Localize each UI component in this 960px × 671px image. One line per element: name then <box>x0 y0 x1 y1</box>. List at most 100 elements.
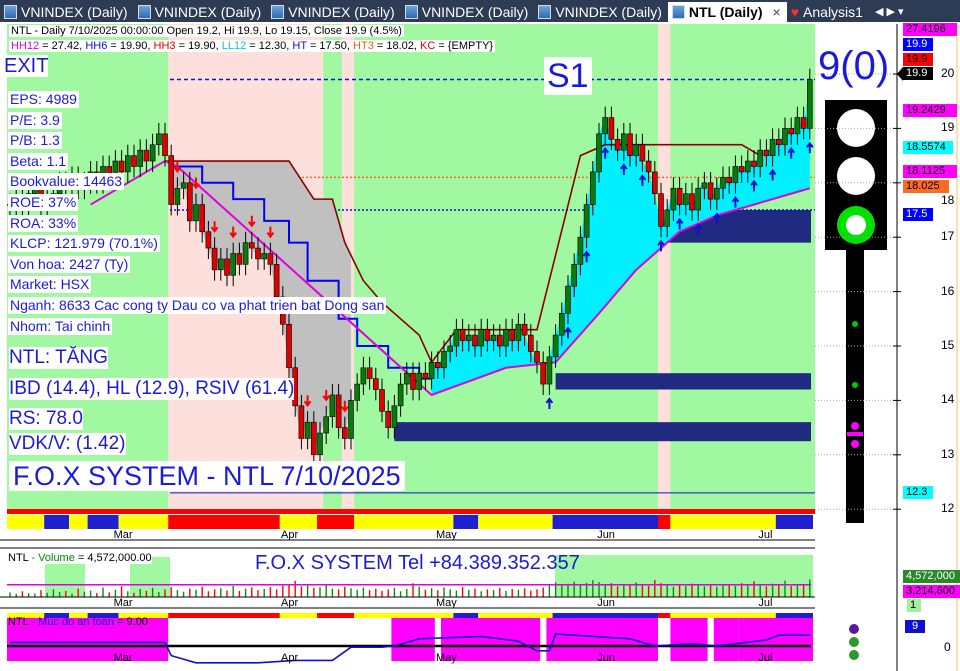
support-zone <box>394 422 811 442</box>
tab-analysis1[interactable]: ♥ Analysis1 <box>787 2 869 22</box>
candle <box>540 362 547 385</box>
candle <box>465 334 472 341</box>
candle <box>664 209 671 227</box>
pole-dot <box>851 422 859 430</box>
status-segment <box>87 515 119 529</box>
tab-vnindex-2[interactable]: VNINDEX (Daily) <box>134 2 268 22</box>
chart-icon <box>271 5 285 19</box>
candle <box>775 138 782 146</box>
candle <box>255 247 261 260</box>
close-tab-icon[interactable]: × <box>772 4 781 20</box>
status-segment <box>658 515 671 529</box>
candle <box>726 177 733 184</box>
candle <box>682 193 689 205</box>
buy-arrow-icon <box>787 147 795 159</box>
candle <box>707 182 714 200</box>
status-segment <box>670 515 776 529</box>
candle <box>379 389 385 412</box>
tab-vnindex-3[interactable]: VNINDEX (Daily) <box>267 2 401 22</box>
tab-label: VNINDEX (Daily) <box>154 4 262 20</box>
candle <box>162 133 168 156</box>
chart-icon <box>137 5 151 19</box>
param-value: = 18.02, <box>373 40 421 52</box>
candle <box>763 149 770 156</box>
price-tag: 18.5574 <box>903 141 953 154</box>
candle <box>589 171 596 205</box>
tab-vnindex-5[interactable]: VNINDEX (Daily) <box>534 2 668 22</box>
tab-vnindex-4[interactable]: VNINDEX (Daily) <box>401 2 535 22</box>
price-tick-label: 15 <box>941 338 955 352</box>
candle <box>441 351 447 369</box>
candle <box>403 372 410 385</box>
safety-strip-segment <box>670 613 776 618</box>
tel-label: F.O.X SYSTEM Tel +84.389.352.357 <box>255 552 580 574</box>
safety-strip-segment <box>552 613 658 618</box>
price-tick-label: 12 <box>941 501 955 516</box>
status-segment <box>7 515 45 529</box>
volume-bull-bg <box>555 555 813 597</box>
status-segment <box>354 515 454 529</box>
candle <box>627 133 633 156</box>
candle <box>614 138 621 151</box>
exit-label: EXIT <box>4 55 49 77</box>
score-label: 9(0) <box>818 44 890 88</box>
candle <box>503 329 509 347</box>
tab-ntl[interactable]: NTL (Daily) × <box>667 2 787 22</box>
safety-strip-segment <box>354 613 454 618</box>
candle <box>571 264 578 287</box>
price-tag: 19.2429 <box>903 104 957 117</box>
safety-strip-segment <box>317 613 355 618</box>
pole-dot <box>852 321 858 327</box>
chart-icon <box>4 5 17 19</box>
fundamental-item: Nhom: Tai chinh <box>8 317 113 335</box>
tab-vnindex-1[interactable]: VNINDEX (Daily) <box>0 2 134 22</box>
sell-arrow-icon <box>192 177 200 190</box>
candle <box>651 171 658 194</box>
status-segment <box>552 515 658 529</box>
candle <box>304 421 311 439</box>
month-label: Apr <box>281 652 299 664</box>
safety-line <box>10 633 810 664</box>
safety-tick: 0 <box>944 640 951 654</box>
candle <box>261 253 268 260</box>
candle <box>366 367 373 379</box>
status-segment <box>317 515 355 529</box>
tab-scroll-arrows[interactable]: ◀ ▶ ▾ <box>874 5 904 18</box>
candle <box>341 427 348 439</box>
buy-arrow-icon <box>694 223 702 235</box>
safety-strip-segment <box>279 613 317 618</box>
candle <box>224 258 230 276</box>
candle <box>397 383 404 407</box>
tab-label: NTL (Daily) <box>688 4 763 20</box>
candle <box>670 187 677 211</box>
candle <box>205 231 212 249</box>
candle <box>484 329 491 341</box>
signal-vdk: VDK/V: (1.42) <box>9 433 126 455</box>
price-tick-label: 13 <box>941 446 955 461</box>
price-tag: 12.3 <box>903 486 933 499</box>
status-segment <box>453 515 479 529</box>
candle <box>125 155 131 173</box>
safety-strip-segment <box>168 613 280 618</box>
candle <box>720 177 726 189</box>
param-key: LL12 <box>221 40 247 52</box>
status-strip-top <box>7 509 815 514</box>
candle <box>193 204 199 222</box>
candle <box>335 394 342 428</box>
status-segment <box>69 515 88 529</box>
sell-arrow-icon <box>229 226 237 239</box>
candle <box>695 187 702 211</box>
candle <box>472 334 478 347</box>
candle <box>676 187 683 205</box>
safety-zone <box>546 617 658 661</box>
buy-arrow-icon <box>713 212 721 224</box>
tab-label: VNINDEX (Daily) <box>288 4 395 20</box>
month-label: Apr <box>281 597 299 609</box>
status-segment <box>168 515 280 529</box>
sell-arrow-icon <box>341 400 349 413</box>
s1-label: S1 <box>544 57 592 95</box>
status-segment <box>118 515 169 529</box>
price-tag: 18.025 <box>903 180 949 193</box>
safety-tag: 9 <box>905 620 925 633</box>
